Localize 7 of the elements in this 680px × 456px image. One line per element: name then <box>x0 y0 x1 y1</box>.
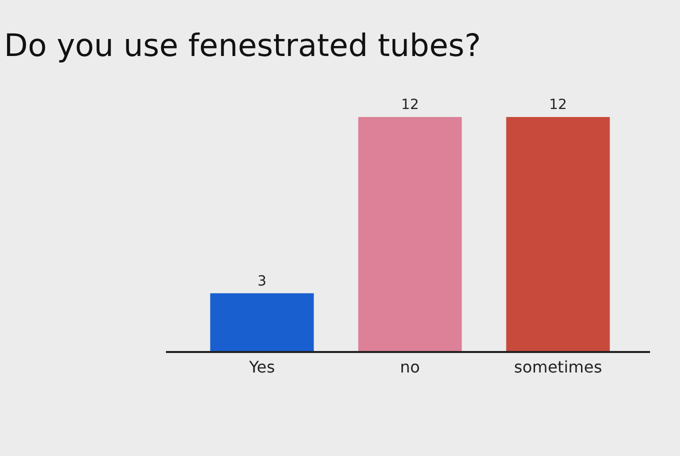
x-tick-label: sometimes <box>514 357 602 376</box>
x-tick-label: Yes <box>248 357 275 376</box>
data-label: 12 <box>401 97 419 113</box>
data-label: 3 <box>258 273 266 290</box>
x-tick-label: no <box>400 357 420 376</box>
data-label: 12 <box>549 97 567 113</box>
chart-title: Do you use fenestrated tubes? <box>4 28 481 64</box>
